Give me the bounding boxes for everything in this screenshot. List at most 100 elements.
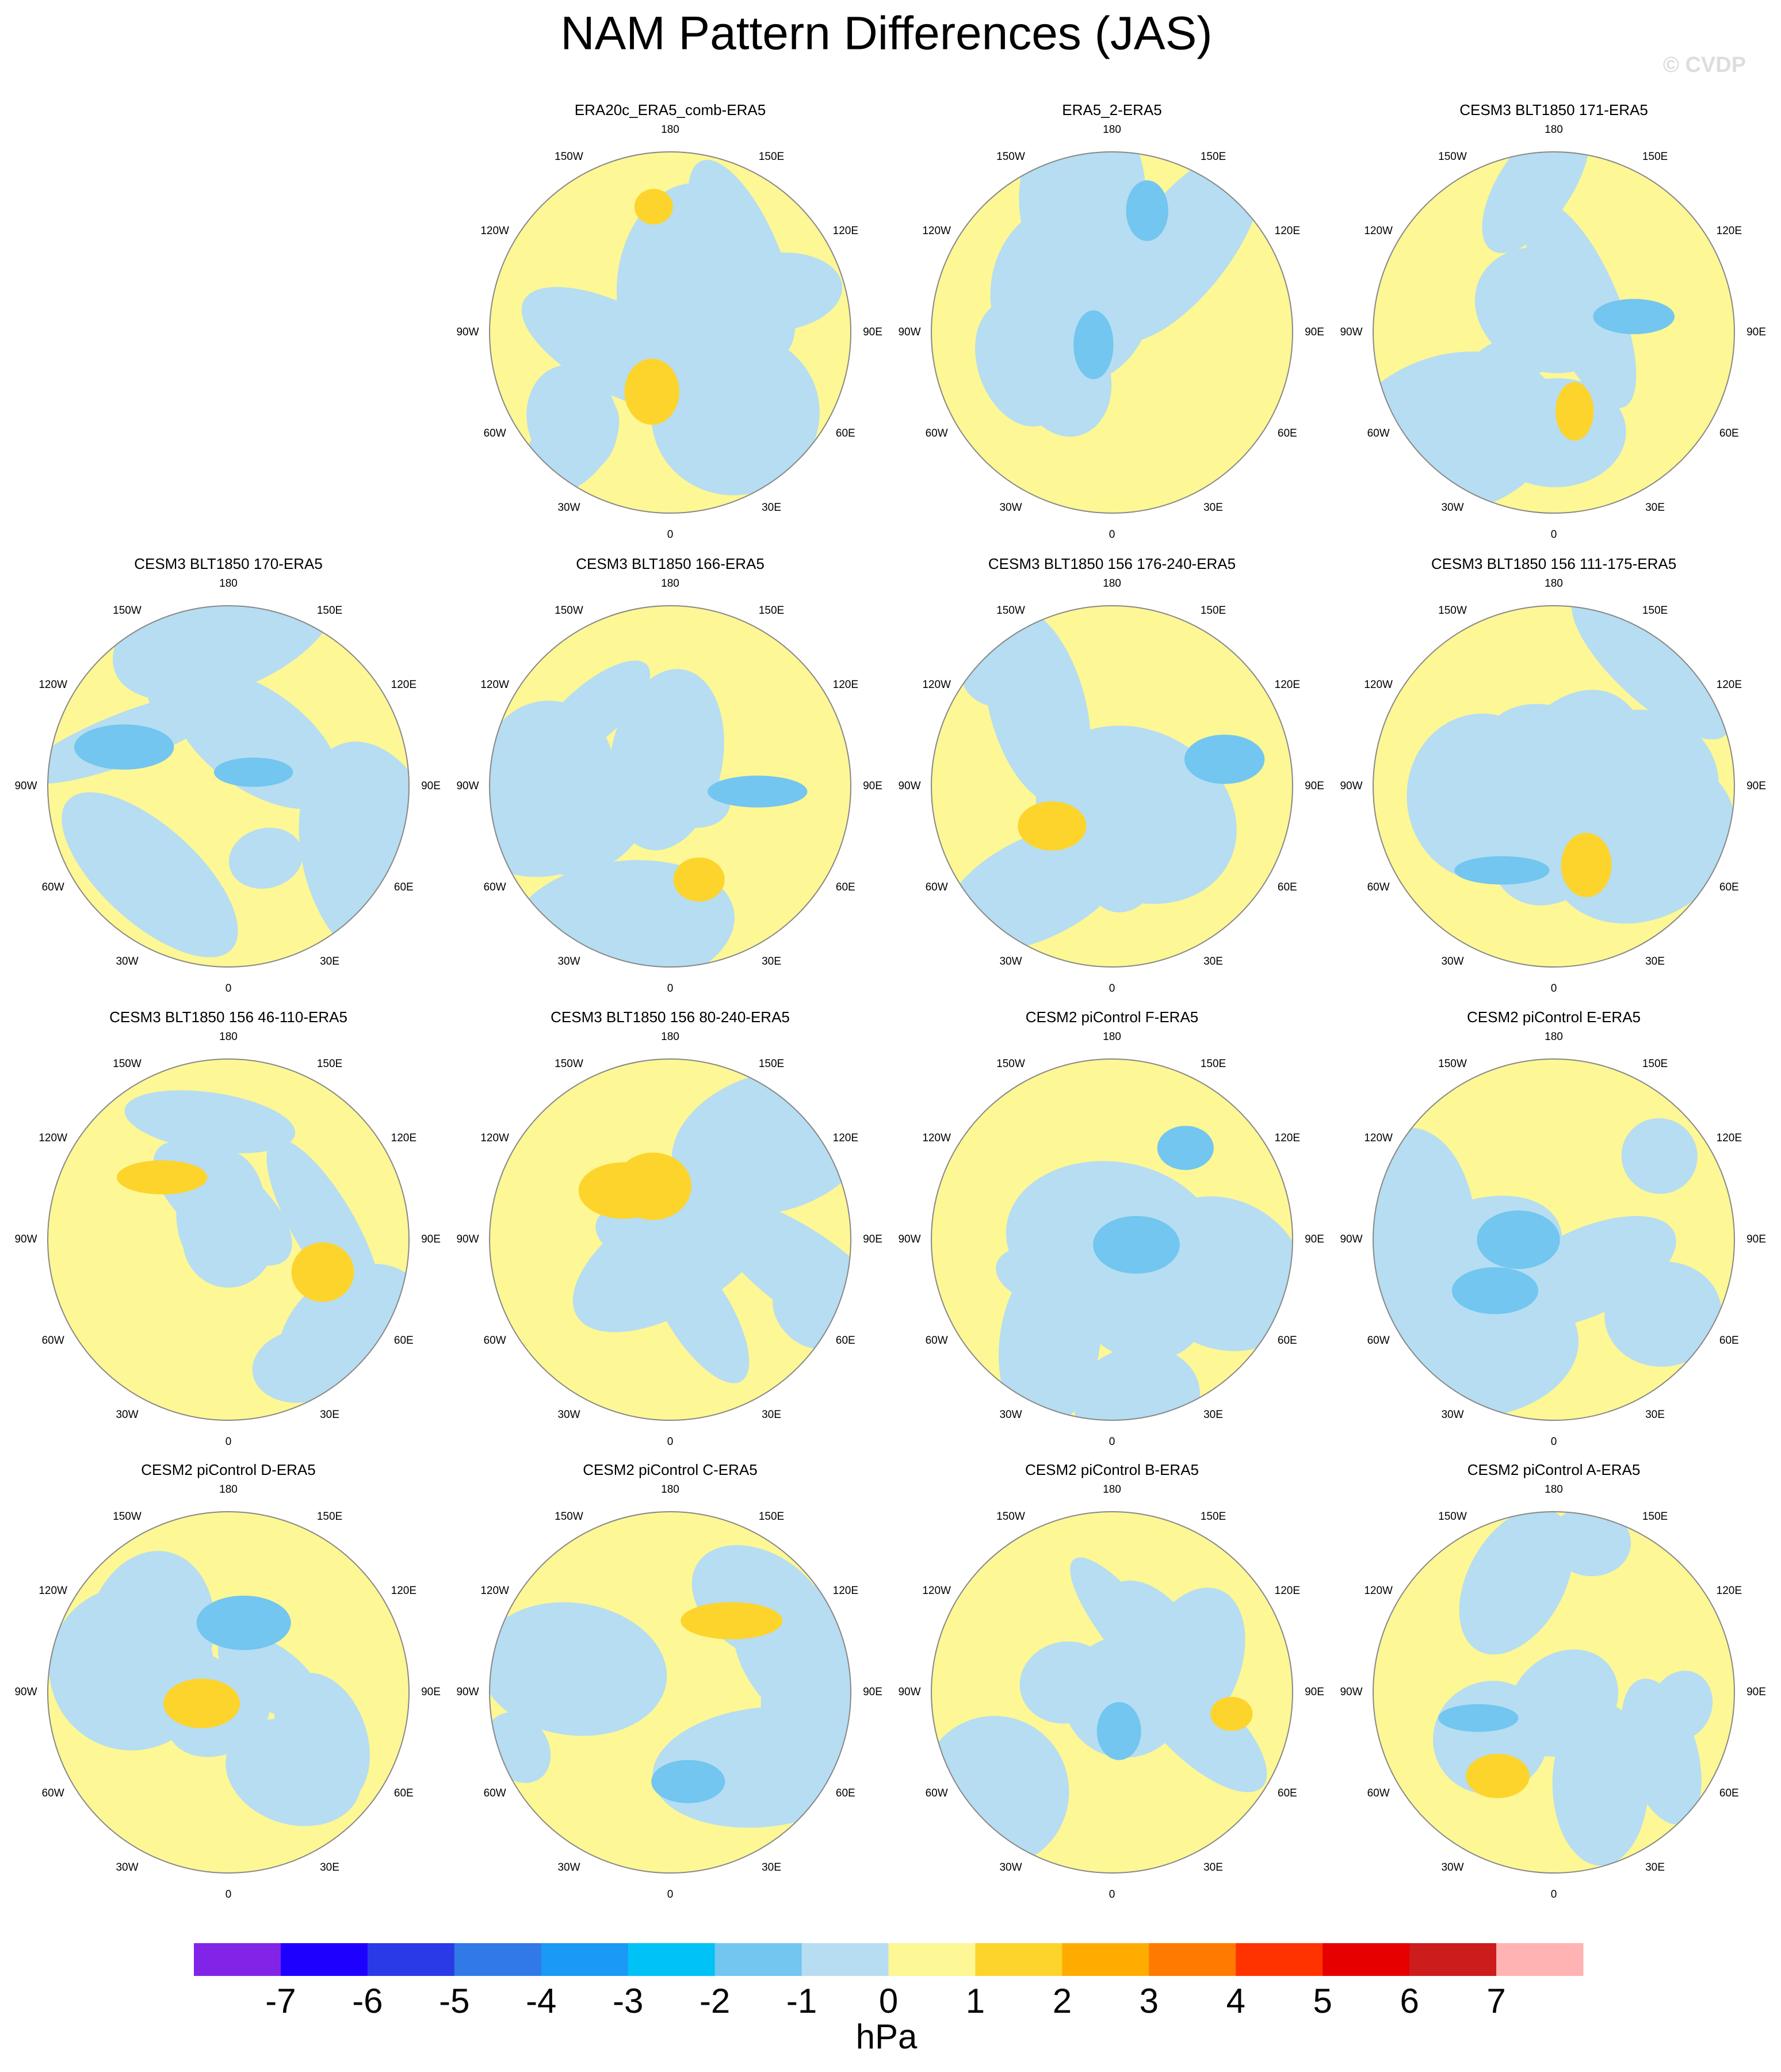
longitude-label: 30E [762,955,781,968]
longitude-label: 180 [219,1031,238,1043]
map-outline [489,151,851,514]
negative-region [709,1199,851,1351]
anomaly-core [1466,1753,1530,1799]
longitude-label: 90E [863,780,882,792]
longitude-label: 150W [113,1511,142,1523]
longitude-label: 30W [557,502,580,514]
anomaly-core [624,358,679,425]
longitude-label: 60E [1278,1335,1297,1347]
map-outline [47,1511,410,1874]
longitude-label: 90E [863,1233,882,1245]
field [1373,1059,1734,1420]
map-outline [1373,1511,1735,1874]
colorbar-label: -4 [526,1982,556,2020]
longitude-label: 30E [1203,502,1223,514]
longitude-label: 180 [661,578,679,590]
map-panel: CESM3 BLT1850 156 111-175-ERA5 180 150E 120… [1340,555,1765,995]
longitude-label: 90E [1305,780,1324,792]
map-panel: CESM2 piControl E-ERA5 180 150E 120E 90E 60E 3… [1340,1008,1765,1448]
longitude-label: 120E [833,1132,858,1144]
longitude-label: 30W [1441,955,1463,968]
colorbar-box [454,1943,542,1976]
longitude-label: 120W [480,225,509,237]
map-outline [47,605,410,968]
colorbar-box [541,1943,629,1976]
map-panel: CESM3 BLT1850 156 176-240-ERA5 180 150E 120… [898,555,1324,995]
longitude-label: 150W [1438,1511,1467,1523]
colorbar-label: -2 [700,1982,730,2020]
longitude-label: 150E [759,1511,784,1523]
longitude-label: 150W [555,1058,583,1070]
longitude-label: 60W [42,1335,64,1347]
negative-region [646,1238,750,1383]
longitude-label: 150W [996,605,1025,617]
colorbar-box [801,1943,889,1976]
longitude-label: 180 [661,1484,679,1496]
longitude-label: 150W [996,1058,1025,1070]
anomaly-core [707,775,808,808]
longitude-label: 30E [1203,1409,1223,1421]
colorbar-label: -3 [613,1982,643,2020]
anomaly-core [1438,1704,1519,1732]
longitude-label: 90E [421,1233,441,1245]
longitude-label: 180 [1103,124,1121,136]
longitude-label: 90W [1340,780,1362,792]
longitude-label: 60W [926,1335,948,1347]
anomaly-core [1210,1696,1253,1731]
longitude-label: 0 [1109,529,1115,541]
negative-region [217,1633,322,1721]
longitude-label: 0 [667,1436,674,1448]
colorbar-box [714,1943,802,1976]
longitude-label: 60W [484,881,506,893]
longitude-label: 30E [1645,955,1665,968]
longitude-label: 120E [1717,1585,1742,1597]
panel-title: CESM3 BLT1850 170-ERA5 [134,555,323,572]
longitude-label: 60E [1278,881,1297,893]
negative-region [1526,202,1637,408]
longitude-label: 150W [1438,151,1467,163]
longitude-label: 30W [116,1861,138,1874]
panel-title: CESM2 piControl C-ERA5 [583,1461,757,1478]
colorbar-label: 1 [966,1982,985,2020]
panel-title: CESM3 BLT1850 171-ERA5 [1459,101,1648,118]
longitude-label: 30W [557,1409,580,1421]
longitude-label: 150W [555,1511,583,1523]
panel-title: CESM3 BLT1850 156 46-110-ERA5 [109,1008,347,1026]
longitude-label: 60E [1719,427,1739,439]
longitude-label: 30W [999,1861,1022,1874]
field [931,1059,1293,1420]
map-outline [931,605,1293,968]
longitude-label: 90W [898,326,920,338]
longitude-label: 150E [1201,1511,1226,1523]
longitude-label: 0 [1109,1436,1115,1448]
longitude-label: 90W [14,1233,37,1245]
negative-region [112,606,340,701]
colorbar-label: 6 [1400,1982,1419,2020]
colorbar-box [367,1943,455,1976]
colorbar-label: 3 [1140,1982,1159,2020]
longitude-label: 180 [661,124,679,136]
map-panel: CESM3 BLT1850 166-ERA5 180 150E 120E 90E 60E 3… [456,555,882,995]
panel-title: CESM2 piControl D-ERA5 [141,1461,315,1478]
field [48,1059,409,1420]
longitude-label: 60W [484,427,506,439]
colorbar-box [1409,1943,1497,1976]
map-outline [1373,1058,1735,1421]
longitude-label: 120W [1364,679,1393,691]
negative-region [760,1576,851,1788]
longitude-label: 0 [667,529,674,541]
longitude-label: 90W [14,780,37,792]
anomaly-core [1073,310,1114,380]
longitude-label: 120W [39,1132,67,1144]
map-panel: CESM3 BLT1850 156 80-240-ERA5 180 150E 120E… [456,1008,882,1448]
panel-title: CESM3 BLT1850 156 111-175-ERA5 [1431,555,1676,572]
map-outline [1373,151,1735,514]
panel-title: CESM3 BLT1850 156 80-240-ERA5 [551,1008,790,1026]
longitude-label: 90W [1340,1686,1362,1698]
longitude-label: 90E [1746,326,1766,338]
longitude-label: 30E [1203,1861,1223,1874]
longitude-label: 120W [480,679,509,691]
negative-region [975,301,1069,427]
longitude-label: 60W [42,1787,64,1799]
longitude-label: 60W [484,1335,506,1347]
